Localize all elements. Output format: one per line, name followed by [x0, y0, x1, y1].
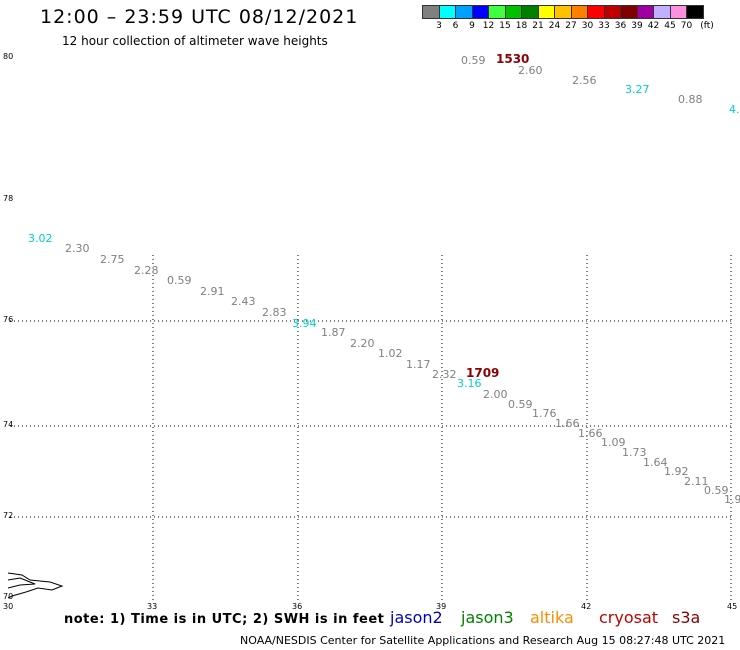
legend-s3a: s3a	[672, 608, 701, 627]
color-scale-label: 9	[469, 21, 475, 31]
wave-height-value: 0.59	[461, 54, 486, 67]
lat-label-76: 76	[3, 315, 14, 324]
wave-height-value: 2.56	[572, 74, 597, 87]
lat-label-70: 70	[3, 592, 14, 601]
legend-jason2: jason2	[390, 608, 443, 627]
wave-height-value: 1.17	[406, 358, 431, 371]
wave-height-value: 0.59	[508, 398, 533, 411]
lat-label-78: 78	[3, 194, 14, 203]
wave-height-value: 1.66	[555, 417, 580, 430]
color-scale-label: 45	[664, 21, 676, 31]
legend-jason3: jason3	[461, 608, 514, 627]
wave-height-value: 3.16	[457, 377, 482, 390]
lon-label-39: 39	[436, 602, 447, 611]
lon-label-42: 42	[581, 602, 592, 611]
wave-height-value: 2.20	[350, 337, 375, 350]
wave-height-value: 1.64	[643, 456, 668, 469]
wave-height-value: 1.9	[724, 493, 740, 506]
wave-height-value: 0.59	[167, 274, 192, 287]
color-scale-label: 21	[532, 21, 544, 31]
wave-height-value: 2.60	[518, 64, 543, 77]
color-scale-label: 33	[598, 21, 610, 31]
wave-height-value: 0.88	[678, 93, 703, 106]
color-scale-label: 6	[452, 21, 459, 31]
wave-height-value: 2.75	[100, 253, 125, 266]
wave-height-value: 2.28	[134, 264, 159, 277]
color-scale-label: 30	[581, 21, 594, 31]
wave-height-value: 1.02	[378, 347, 403, 360]
lat-label-72: 72	[3, 511, 14, 520]
color-scale-label: 42	[647, 21, 660, 31]
wave-height-value: 2.83	[262, 306, 287, 319]
color-scale-label: (ft)	[700, 21, 714, 31]
legend-altika: altika	[530, 608, 574, 627]
color-scale-label: 39	[631, 21, 643, 31]
wave-height-value: 1.87	[321, 326, 346, 339]
color-scale-label: 3	[436, 21, 442, 31]
color-scale-label: 70	[680, 21, 693, 31]
wave-height-value: 2.30	[65, 242, 90, 255]
wave-height-value: 2.32	[432, 368, 457, 381]
color-scale-label: 12	[482, 21, 495, 31]
color-scale-label: 36	[614, 21, 627, 31]
color-scale-labels: 3 6 9 12 15 18 21 24 27 30 33 36 39 42 45 70 (ft)	[422, 21, 740, 33]
wave-height-value: 1.09	[601, 436, 626, 449]
map-title: 12:00 – 23:59 UTC 08/12/2021	[40, 6, 359, 28]
wave-height-value: 2.43	[231, 295, 256, 308]
lat-label-74: 74	[3, 420, 14, 429]
units-note: note: 1) Time is in UTC; 2) SWH is in fe…	[64, 612, 385, 627]
wave-height-value: 2.11	[684, 475, 709, 488]
pass-time-label: 1530	[496, 52, 530, 66]
lon-label-33: 33	[147, 602, 158, 611]
wave-height-value: 1.66	[578, 427, 603, 440]
wave-height-value: 1.76	[532, 407, 557, 420]
wave-height-value: 1.92	[664, 465, 689, 478]
wave-height-value: 3.02	[28, 232, 53, 245]
pass-time-label: 1709	[466, 366, 500, 380]
map-subtitle: 12 hour collection of altimeter wave hei…	[62, 34, 328, 48]
wave-height-value: 0.59	[704, 484, 729, 497]
lat-label-80: 80	[3, 52, 14, 61]
color-scale-label: 24	[548, 21, 561, 31]
color-scale-swatch	[686, 5, 704, 19]
credit-line: NOAA/NESDIS Center for Satellite Applica…	[240, 634, 726, 647]
lon-label-45: 45	[727, 602, 738, 611]
wave-height-value: 1.73	[622, 446, 647, 459]
wave-height-value: 3.94	[292, 317, 317, 330]
lon-label-30: 30	[3, 602, 14, 611]
coastline-outline	[7, 572, 64, 599]
color-scale-label: 18	[515, 21, 528, 31]
color-scale-bar	[422, 5, 704, 19]
wave-height-value: 3.27	[625, 83, 650, 96]
wave-height-value: 4.	[729, 103, 740, 116]
color-scale-label: 15	[499, 21, 511, 31]
wave-height-value: 2.91	[200, 285, 225, 298]
lon-label-36: 36	[292, 602, 303, 611]
wave-height-value: 2.00	[483, 388, 508, 401]
color-scale-label: 27	[565, 21, 577, 31]
legend-cryosat: cryosat	[599, 608, 659, 627]
